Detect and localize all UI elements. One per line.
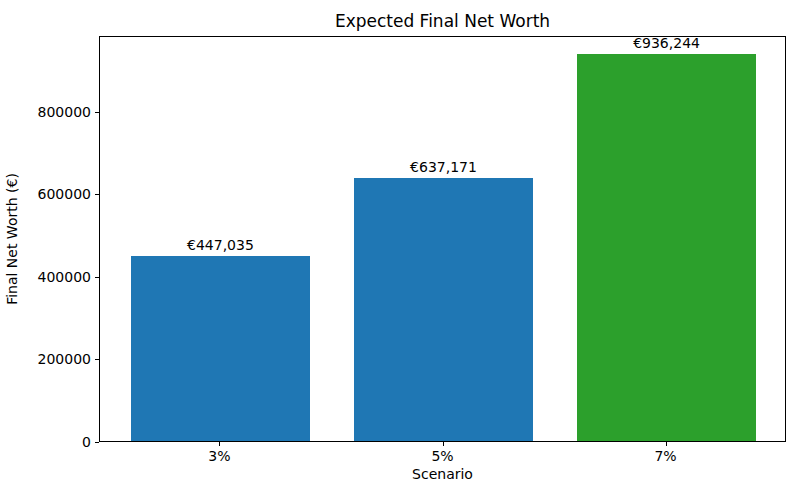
y-tick-label-400000: 400000 <box>11 269 91 285</box>
x-tick-mark <box>219 442 220 446</box>
bar-value-label-5%: €637,171 <box>410 159 477 175</box>
y-tick-mark <box>95 194 99 195</box>
y-tick-label-800000: 800000 <box>11 104 91 120</box>
y-tick-label-600000: 600000 <box>11 186 91 202</box>
y-tick-label-200000: 200000 <box>11 351 91 367</box>
y-tick-mark <box>95 112 99 113</box>
y-tick-mark <box>95 359 99 360</box>
y-tick-mark <box>95 277 99 278</box>
x-tick-label-7%: 7% <box>654 448 676 464</box>
y-tick-mark <box>95 442 99 443</box>
plot-area: €447,035 €637,171 €936,244 <box>99 36 786 442</box>
y-tick-label-0: 0 <box>11 434 91 450</box>
x-tick-mark <box>666 442 667 446</box>
x-axis-label: Scenario <box>99 466 786 482</box>
x-tick-label-5%: 5% <box>431 448 453 464</box>
bar-chart-figure: Expected Final Net Worth €447,035 €637,17… <box>0 0 800 500</box>
bar-value-label-3%: €447,035 <box>187 237 254 253</box>
bar-5% <box>354 178 532 441</box>
bar-7% <box>577 54 755 441</box>
chart-title: Expected Final Net Worth <box>99 11 786 31</box>
bar-value-label-7%: €936,244 <box>633 35 700 51</box>
x-tick-label-3%: 3% <box>208 448 230 464</box>
x-tick-mark <box>443 442 444 446</box>
bar-3% <box>131 256 309 441</box>
